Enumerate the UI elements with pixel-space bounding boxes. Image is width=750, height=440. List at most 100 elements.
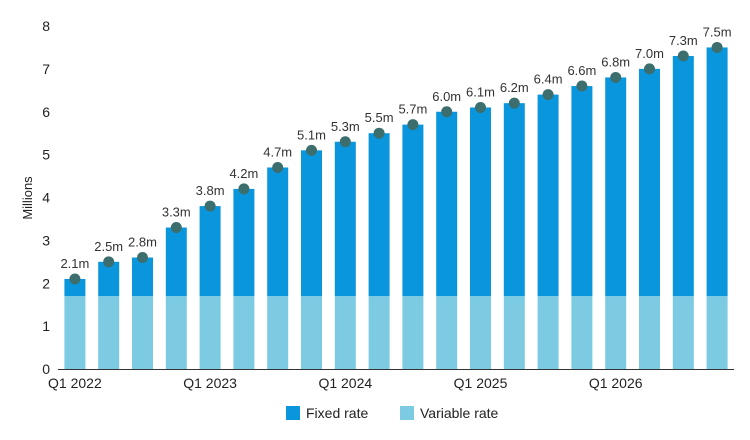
- legend-label-fixed: Fixed rate: [306, 405, 368, 421]
- total-data-label: 3.8m: [196, 183, 225, 198]
- y-tick-label: 7: [42, 61, 50, 77]
- variable-rate-bar-segment: [334, 296, 356, 369]
- x-tick-label: Q1 2025: [454, 375, 508, 391]
- variable-rate-bar-segment: [470, 296, 491, 369]
- total-data-label: 2.1m: [60, 256, 89, 271]
- y-axis-title: Millions: [20, 176, 35, 220]
- variable-rate-bar-segment: [132, 296, 153, 369]
- variable-rate-bar-segment: [706, 296, 728, 369]
- fixed-rate-bar-segment: [199, 206, 221, 297]
- fixed-rate-bar-segment: [233, 188, 255, 297]
- fixed-rate-bar-segment: [503, 103, 525, 297]
- x-axis-ticks: Q1 2022 Q1 2023 Q1 2024 Q1 2025 Q1 2026: [48, 375, 643, 391]
- fixed-rate-bar-segment: [165, 227, 187, 297]
- x-tick-label: Q1 2024: [318, 375, 372, 391]
- total-marker: [306, 144, 317, 156]
- fixed-rate-bar-segment: [537, 94, 559, 297]
- total-marker: [339, 136, 351, 148]
- total-marker: [238, 183, 250, 195]
- total-data-label: 5.5m: [365, 110, 394, 125]
- total-data-label: 5.7m: [398, 102, 427, 117]
- total-data-label: 6.8m: [601, 54, 630, 69]
- variable-rate-bar-segment: [402, 296, 424, 369]
- fixed-rate-bar-segment: [132, 257, 153, 297]
- fixed-rate-bar-segment: [98, 261, 120, 297]
- total-marker: [69, 273, 81, 285]
- variable-rate-bar-segment: [672, 296, 694, 369]
- legend-swatch-fixed: [286, 406, 300, 420]
- total-data-label: 4.2m: [229, 166, 258, 181]
- total-data-label: 6.4m: [534, 72, 563, 87]
- y-tick-label: 8: [42, 18, 50, 34]
- total-marker: [272, 161, 284, 173]
- variable-rate-bar-segment: [98, 296, 120, 369]
- bars: [64, 47, 728, 369]
- variable-rate-bar-segment: [267, 296, 289, 369]
- variable-rate-bar-segment: [368, 296, 390, 369]
- variable-rate-bar-segment: [301, 296, 322, 369]
- x-tick-label: Q1 2023: [183, 375, 237, 391]
- total-labels: 2.1m 2.5m 2.8m 3.3m 3.8m 4.2m 4.7m 5.1m 5.3m 5.5m…: [60, 24, 731, 271]
- variable-rate-bar-segment: [503, 296, 525, 369]
- variable-rate-bar-segment: [537, 296, 559, 369]
- total-data-label: 7.3m: [669, 33, 698, 48]
- variable-rate-bar-segment: [165, 296, 187, 369]
- total-data-label: 2.8m: [128, 235, 157, 250]
- y-tick-label: 3: [42, 232, 50, 248]
- total-data-label: 2.5m: [94, 239, 123, 254]
- variable-rate-bar-segment: [436, 296, 458, 369]
- total-data-label: 5.1m: [297, 127, 326, 142]
- fixed-rate-bar-segment: [706, 47, 728, 297]
- total-marker: [644, 63, 655, 75]
- fixed-rate-bar-segment: [334, 141, 356, 297]
- total-marker: [508, 97, 520, 109]
- legend: Fixed rate Variable rate: [286, 405, 499, 421]
- fixed-rate-bar-segment: [64, 278, 86, 297]
- total-marker: [137, 252, 148, 264]
- fixed-rate-bar-segment: [639, 68, 660, 297]
- fixed-rate-bar-segment: [672, 56, 694, 297]
- variable-rate-bar-segment: [233, 296, 255, 369]
- variable-rate-bar-segment: [639, 296, 660, 369]
- total-marker: [441, 106, 453, 118]
- total-marker: [103, 256, 115, 268]
- total-data-label: 5.3m: [331, 119, 360, 134]
- fixed-rate-bar-segment: [470, 107, 491, 297]
- variable-rate-bar-segment: [605, 296, 627, 369]
- y-tick-label: 5: [42, 147, 50, 163]
- total-marker: [677, 50, 689, 62]
- variable-rate-bar-segment: [199, 296, 221, 369]
- legend-swatch-variable: [400, 406, 414, 420]
- total-marker: [610, 71, 622, 83]
- y-tick-label: 2: [42, 275, 50, 291]
- x-tick-label: Q1 2022: [48, 375, 102, 391]
- fixed-rate-bar-segment: [571, 86, 593, 297]
- y-axis-ticks: 0 1 2 3 4 5 6 7 8: [42, 18, 50, 377]
- total-marker: [475, 101, 486, 113]
- total-marker: [170, 222, 182, 234]
- total-marker: [542, 89, 554, 101]
- y-tick-label: 1: [42, 318, 50, 334]
- legend-label-variable: Variable rate: [420, 405, 499, 421]
- total-markers: [69, 41, 723, 285]
- total-marker: [576, 80, 588, 92]
- total-data-label: 6.6m: [567, 63, 596, 78]
- fixed-rate-bar-segment: [402, 124, 424, 297]
- total-data-label: 3.3m: [162, 205, 191, 220]
- total-data-label: 7.0m: [635, 46, 664, 61]
- fixed-rate-bar-segment: [436, 111, 458, 297]
- total-marker: [373, 127, 385, 139]
- y-tick-label: 0: [42, 361, 50, 377]
- total-marker: [407, 119, 419, 131]
- total-data-label: 7.5m: [703, 24, 732, 39]
- total-data-label: 4.7m: [263, 144, 292, 159]
- total-marker: [711, 41, 723, 53]
- fixed-rate-bar-segment: [267, 167, 289, 297]
- fixed-rate-bar-segment: [605, 77, 627, 297]
- total-data-label: 6.1m: [466, 84, 495, 99]
- total-data-label: 6.0m: [432, 89, 461, 104]
- variable-rate-bar-segment: [571, 296, 593, 369]
- x-tick-label: Q1 2026: [589, 375, 643, 391]
- variable-rate-bar-segment: [64, 296, 86, 369]
